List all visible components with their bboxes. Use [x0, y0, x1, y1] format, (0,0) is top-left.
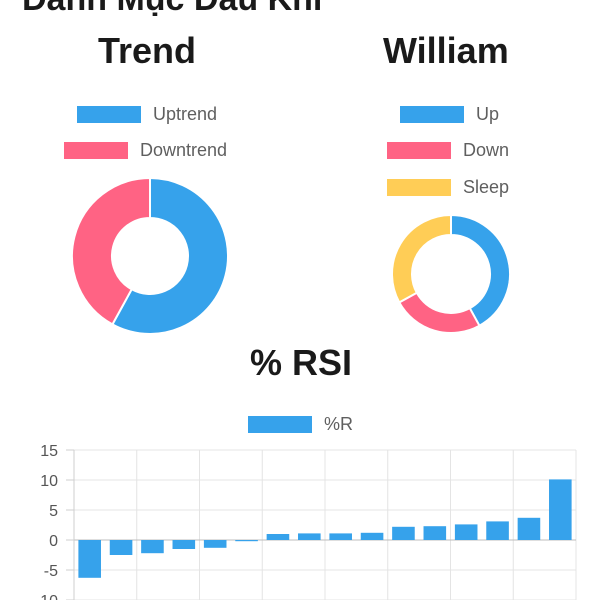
rsi-bar-10[interactable]: [360, 532, 384, 540]
trend-chart-title: Trend: [98, 30, 197, 71]
sleep-swatch: [387, 179, 451, 196]
william-legend-label: Up: [476, 104, 500, 124]
trend-legend-downtrend[interactable]: Downtrend: [64, 140, 227, 161]
rsi-bar-12[interactable]: [423, 526, 447, 540]
rsi-bar-9[interactable]: [329, 533, 352, 540]
rsi-y-tick-label: 0: [49, 533, 58, 550]
rsi-bar-1[interactable]: [78, 540, 101, 578]
trend-legend-label: Uptrend: [153, 104, 218, 124]
william-legend-sleep[interactable]: Sleep: [387, 177, 509, 198]
r-swatch: [248, 416, 312, 433]
down-swatch: [387, 142, 451, 159]
william-slice-down[interactable]: [397, 291, 481, 334]
rsi-y-tick-label: -10: [35, 593, 58, 600]
william-legend-label: Sleep: [463, 177, 510, 197]
rsi-bar-3[interactable]: [141, 540, 164, 554]
william-legend-label: Down: [463, 140, 510, 160]
rsi-y-tick-label: -5: [44, 563, 58, 580]
trend-legend-uptrend[interactable]: Uptrend: [77, 104, 217, 125]
trend-donut-chart: [71, 176, 229, 335]
william-slice-sleep[interactable]: [391, 213, 452, 304]
william-legend-up[interactable]: Up: [400, 104, 499, 125]
rsi-bar-8[interactable]: [298, 533, 321, 540]
rsi-bar-7[interactable]: [266, 534, 290, 540]
rsi-bar-13[interactable]: [454, 524, 478, 540]
rsi-chart-title: % RSI: [250, 342, 353, 383]
uptrend-swatch: [77, 106, 141, 123]
rsi-y-tick-label: 10: [40, 473, 58, 490]
rsi-bar-15[interactable]: [517, 517, 541, 540]
rsi-bar-chart: 15 10 5 0 -5 -10: [35, 443, 577, 600]
trend-slice-downtrend[interactable]: [71, 176, 151, 326]
trend-slice-uptrend[interactable]: [111, 176, 229, 335]
rsi-bar-2[interactable]: [109, 540, 133, 555]
rsi-bar-11[interactable]: [392, 526, 415, 540]
william-legend-down[interactable]: Down: [387, 140, 509, 161]
rsi-bar-4[interactable]: [172, 540, 196, 549]
up-swatch: [400, 106, 464, 123]
trend-legend-label: Downtrend: [140, 140, 228, 160]
rsi-bar-16[interactable]: [549, 479, 572, 540]
page-title: Danh Mục Dầu Khí: [22, 0, 322, 19]
rsi-y-tick-label: 5: [49, 503, 58, 520]
downtrend-swatch: [64, 142, 128, 159]
william-chart-title: William: [383, 30, 509, 71]
rsi-bar-6[interactable]: [235, 540, 258, 542]
william-donut-chart: [391, 213, 511, 334]
rsi-legend-r[interactable]: %R: [248, 414, 353, 435]
rsi-legend-label: %R: [324, 414, 354, 434]
rsi-bar-14[interactable]: [486, 521, 509, 540]
william-slice-up[interactable]: [450, 213, 511, 328]
rsi-y-tick-label: 15: [40, 443, 58, 460]
rsi-bar-5[interactable]: [203, 540, 227, 548]
